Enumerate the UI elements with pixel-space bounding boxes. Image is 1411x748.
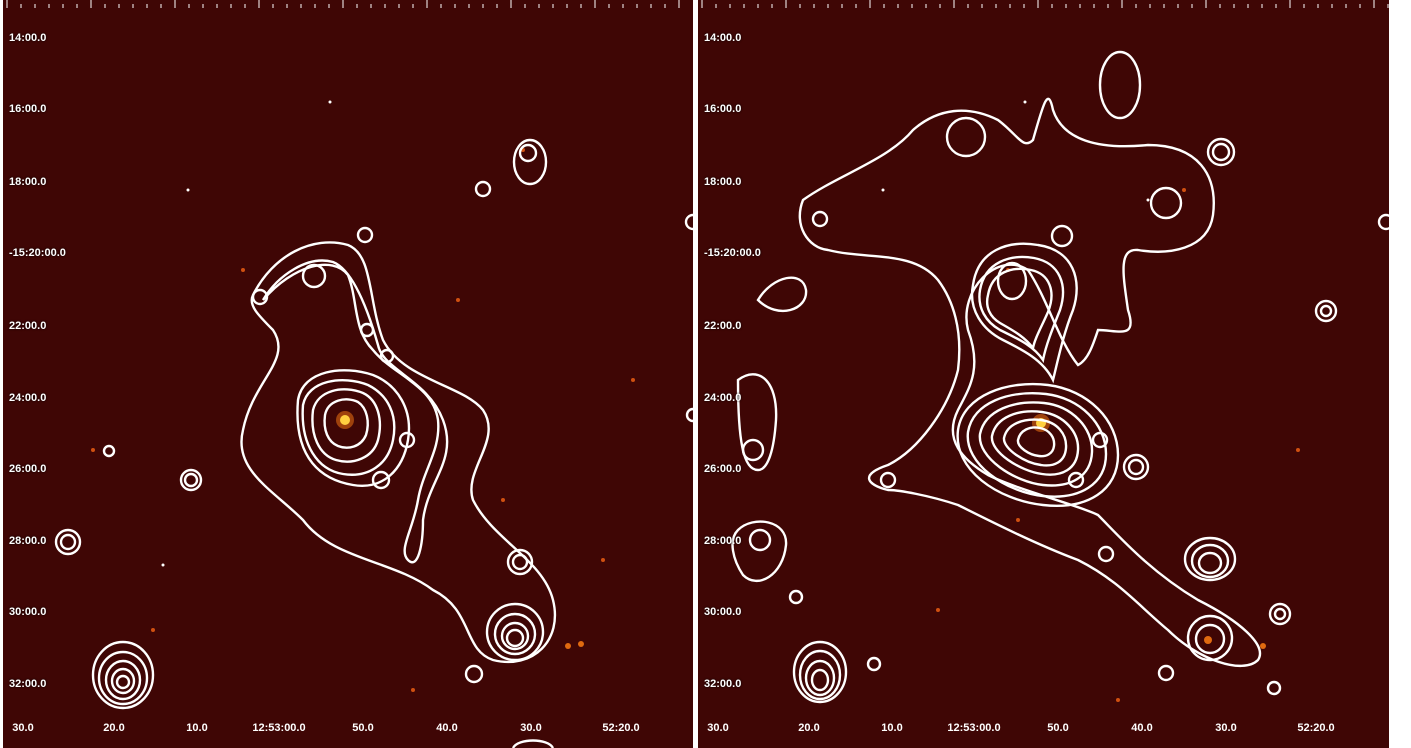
ra-label: 12:53:00.0 <box>947 722 1001 734</box>
dec-label: 14:00.0 <box>704 32 742 44</box>
right-contours <box>731 50 1389 704</box>
dec-label: -15:20:00.0 <box>704 247 761 259</box>
ra-label: 52:20.0 <box>1297 722 1335 734</box>
dec-label: 22:00.0 <box>704 320 742 332</box>
dec-label: 28:00.0 <box>704 535 742 547</box>
ra-label: 30.0 <box>707 722 729 734</box>
ra-label: 12:53:00.0 <box>252 722 306 734</box>
right-margin <box>1389 0 1411 748</box>
ra-label: 40.0 <box>1131 722 1153 734</box>
ra-label: 30.0 <box>12 722 34 734</box>
dec-label: 32:00.0 <box>704 678 742 690</box>
dec-label: 30:00.0 <box>704 606 742 618</box>
dec-label: 32:00.0 <box>9 678 47 690</box>
left-contours <box>54 138 693 748</box>
dec-label: 22:00.0 <box>9 320 47 332</box>
dec-label: 28:00.0 <box>9 535 47 547</box>
ra-label: 10.0 <box>186 722 208 734</box>
ra-label: 40.0 <box>436 722 458 734</box>
dec-label: 30:00.0 <box>9 606 47 618</box>
dec-label: 24:00.0 <box>704 392 742 404</box>
dec-label: 18:00.0 <box>704 176 742 188</box>
ra-label: 52:20.0 <box>602 722 640 734</box>
dec-label: 16:00.0 <box>9 103 47 115</box>
dec-label: 26:00.0 <box>9 463 47 475</box>
ra-label: 20.0 <box>798 722 820 734</box>
dec-label: 24:00.0 <box>9 392 47 404</box>
ra-label: 20.0 <box>103 722 125 734</box>
ra-label: 50.0 <box>1047 722 1069 734</box>
left-sky-image <box>54 100 693 748</box>
left-ra-ticks <box>6 0 680 8</box>
right-ra-ticks <box>701 0 1389 8</box>
dec-label: 16:00.0 <box>704 103 742 115</box>
dec-label: 18:00.0 <box>9 176 47 188</box>
ra-label: 50.0 <box>352 722 374 734</box>
right-image-panel: 14:00.0 16:00.0 18:00.0 -15:20:00.0 22:0… <box>698 0 1389 748</box>
panel-separator <box>693 0 698 748</box>
ra-label: 10.0 <box>881 722 903 734</box>
left-image-panel: 14:00.0 16:00.0 18:00.0 -15:20:00.0 22:0… <box>3 0 693 748</box>
ra-label: 30.0 <box>520 722 542 734</box>
dec-label: 14:00.0 <box>9 32 47 44</box>
dec-label: 26:00.0 <box>704 463 742 475</box>
left-point-sources <box>91 100 635 692</box>
right-sky-image <box>731 50 1389 704</box>
dec-label: -15:20:00.0 <box>9 247 66 259</box>
ra-label: 30.0 <box>1215 722 1237 734</box>
